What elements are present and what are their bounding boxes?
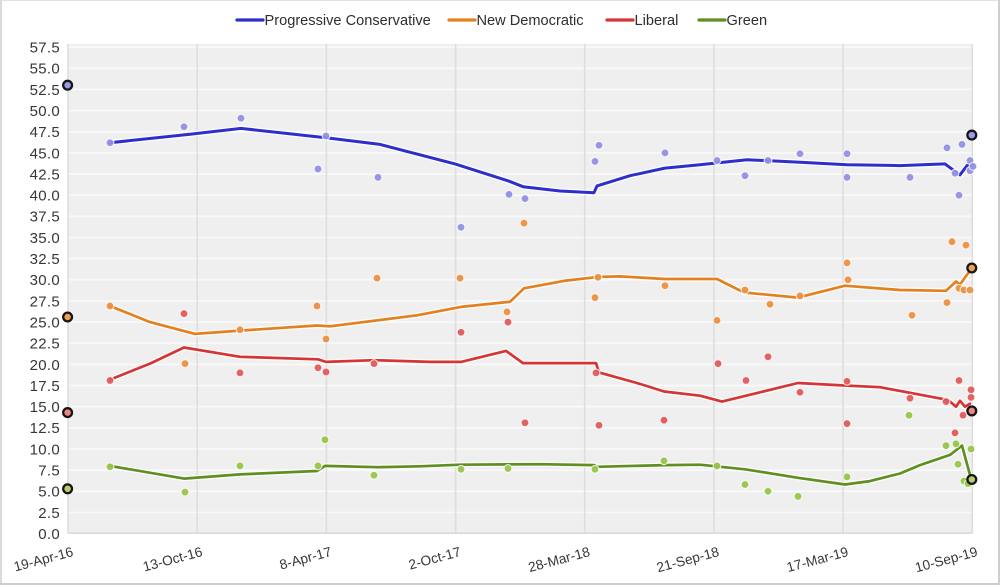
svg-text:21-Sep-18: 21-Sep-18	[655, 544, 721, 575]
svg-text:17.5: 17.5	[30, 378, 60, 395]
svg-text:2.5: 2.5	[38, 505, 60, 522]
svg-text:19-Apr-16: 19-Apr-16	[12, 544, 75, 574]
svg-text:2-Oct-17: 2-Oct-17	[407, 544, 462, 572]
svg-text:20.0: 20.0	[30, 357, 60, 374]
svg-text:10-Sep-19: 10-Sep-19	[913, 544, 979, 575]
svg-text:10.0: 10.0	[30, 441, 60, 458]
svg-text:17-Mar-19: 17-Mar-19	[785, 544, 850, 575]
svg-text:37.5: 37.5	[30, 209, 60, 226]
svg-text:28-Mar-18: 28-Mar-18	[527, 544, 592, 575]
svg-text:52.5: 52.5	[30, 82, 60, 99]
svg-text:55.0: 55.0	[30, 61, 60, 78]
svg-text:42.5: 42.5	[30, 167, 60, 184]
svg-text:7.5: 7.5	[38, 463, 60, 480]
svg-text:30.0: 30.0	[30, 272, 60, 289]
svg-text:57.5: 57.5	[30, 40, 60, 57]
svg-text:32.5: 32.5	[30, 251, 60, 268]
svg-text:5.0: 5.0	[38, 484, 60, 501]
svg-text:35.0: 35.0	[30, 230, 60, 247]
svg-text:Green: Green	[727, 13, 768, 29]
svg-text:47.5: 47.5	[30, 124, 60, 141]
svg-text:25.0: 25.0	[30, 315, 60, 332]
svg-text:0.0: 0.0	[38, 526, 60, 543]
svg-text:45.0: 45.0	[30, 145, 60, 162]
svg-text:40.0: 40.0	[30, 188, 60, 205]
svg-text:15.0: 15.0	[30, 399, 60, 416]
svg-text:13-Oct-16: 13-Oct-16	[141, 544, 204, 574]
svg-text:22.5: 22.5	[30, 336, 60, 353]
svg-text:27.5: 27.5	[30, 293, 60, 310]
svg-text:New Democratic: New Democratic	[477, 13, 584, 29]
svg-text:50.0: 50.0	[30, 103, 60, 120]
svg-text:12.5: 12.5	[30, 420, 60, 437]
svg-text:Progressive Conservative: Progressive Conservative	[265, 13, 431, 29]
svg-text:8-Apr-17: 8-Apr-17	[278, 544, 333, 572]
svg-text:Liberal: Liberal	[635, 13, 679, 29]
